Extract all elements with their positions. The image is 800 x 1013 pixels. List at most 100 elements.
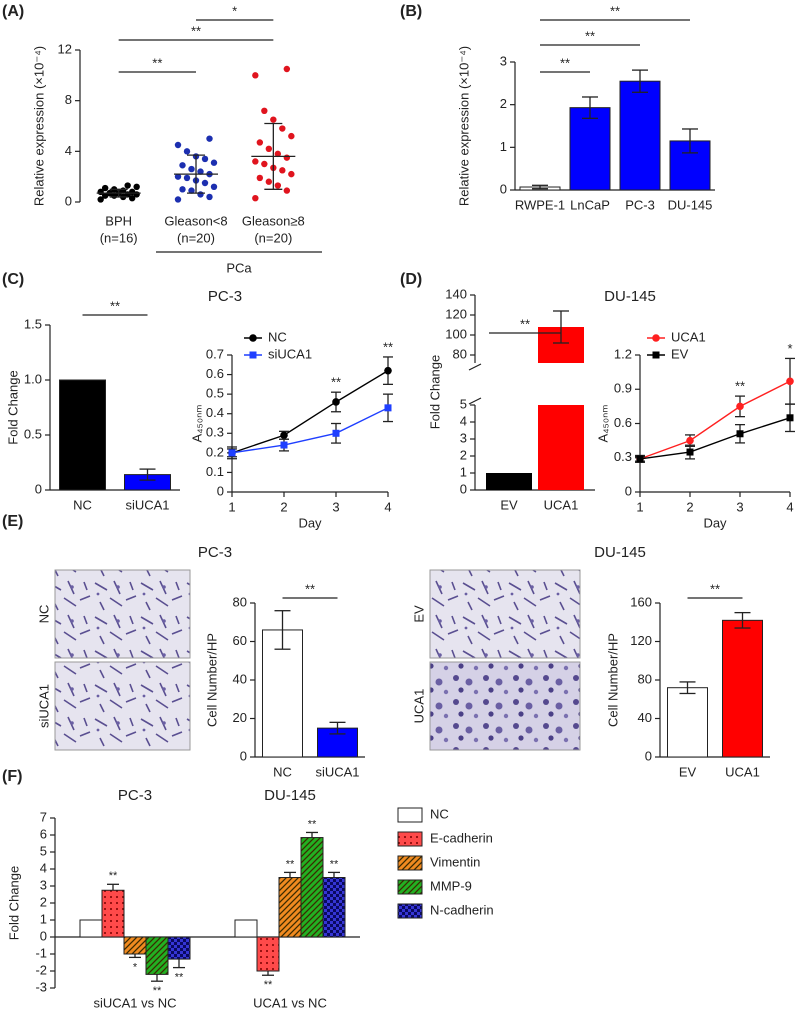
marker xyxy=(736,430,744,438)
point xyxy=(197,191,204,198)
legend-label: siUCA1 xyxy=(268,346,312,361)
y-tick-label: 2 xyxy=(500,96,507,111)
y-tick-label: 0.1 xyxy=(206,464,224,479)
x-tick-label: 4 xyxy=(384,499,391,514)
marker xyxy=(228,449,236,457)
y-tick-label: 1.2 xyxy=(614,346,632,361)
significance-label: ** xyxy=(191,23,201,38)
y-tick-label: 0.9 xyxy=(614,381,632,396)
micrograph xyxy=(429,569,581,659)
legend-swatch xyxy=(397,879,423,895)
point xyxy=(256,139,264,146)
y-axis-label: Cell Number/HP xyxy=(605,633,620,727)
significance-label: ** xyxy=(308,818,317,830)
marker xyxy=(280,441,288,449)
bar xyxy=(569,107,611,191)
point xyxy=(124,182,131,189)
y-tick-label: 60 xyxy=(233,633,247,648)
x-axis-label: Day xyxy=(703,515,727,530)
point xyxy=(265,145,273,152)
significance-label: ** xyxy=(585,28,595,43)
y-tick-label: 2 xyxy=(40,894,47,909)
marker xyxy=(736,402,744,411)
y-tick-label: 0.3 xyxy=(614,449,632,464)
point xyxy=(174,173,182,180)
y-tick-label: 7 xyxy=(40,809,47,824)
x-tick-label: UCA1 xyxy=(725,764,760,779)
bar xyxy=(234,919,258,938)
micrograph xyxy=(54,661,191,751)
series-line xyxy=(639,417,791,460)
x-tick-label: UCA1 xyxy=(544,497,579,512)
y-tick-label: 80 xyxy=(453,346,467,361)
series-line xyxy=(639,380,791,460)
x-tick-label: siUCA1 xyxy=(315,764,359,779)
bar xyxy=(667,687,708,758)
y-tick-label: 1 xyxy=(460,464,467,479)
y-tick-label: 3 xyxy=(460,430,467,445)
point xyxy=(279,167,286,174)
x-tick-label: LnCaP xyxy=(570,197,610,212)
marker xyxy=(384,366,392,375)
marker xyxy=(280,431,288,440)
group-title: DU-145 xyxy=(264,787,316,804)
legend-label: EV xyxy=(671,346,689,361)
bar-lower-part xyxy=(538,405,584,490)
y-tick-label: 0 xyxy=(240,748,247,763)
x-tick-label: NC xyxy=(273,764,292,779)
y-axis-label: Fold Change xyxy=(427,355,442,429)
x-tick-label: EV xyxy=(500,497,518,512)
y-tick-label: 1.0 xyxy=(24,371,42,386)
point xyxy=(101,184,109,192)
y-tick-label: 6 xyxy=(40,826,47,841)
x-tick-label: 3 xyxy=(736,499,743,514)
y-axis-label: Fold Change xyxy=(6,866,21,940)
axis-break xyxy=(468,397,482,405)
bar xyxy=(101,889,125,938)
marker xyxy=(249,351,257,359)
significance-label: ** xyxy=(175,972,184,984)
y-tick-label: 20 xyxy=(233,710,247,725)
significance-label: ** xyxy=(109,870,118,882)
x-tick-note: (n=20) xyxy=(177,230,215,245)
y-tick-label: 0 xyxy=(500,181,507,196)
x-tick-label: DU-145 xyxy=(668,197,713,212)
point xyxy=(128,188,136,196)
y-tick-label: -3 xyxy=(35,979,47,994)
micrograph xyxy=(54,569,191,659)
y-tick-label: 8 xyxy=(65,92,72,107)
y-tick-label: 0.6 xyxy=(614,415,632,430)
point xyxy=(201,155,209,163)
significance-label: ** xyxy=(305,581,315,596)
marker xyxy=(332,429,340,437)
point xyxy=(197,168,204,175)
y-tick-label: 0 xyxy=(217,483,224,498)
point xyxy=(252,158,259,165)
x-tick-label: PC-3 xyxy=(625,197,655,212)
y-tick-label: 40 xyxy=(233,671,247,686)
y-tick-label: 3 xyxy=(40,877,47,892)
significance-label: ** xyxy=(331,375,341,390)
micrograph xyxy=(429,661,581,751)
significance-label: * xyxy=(232,3,237,18)
y-tick-label: 12 xyxy=(58,41,72,56)
point xyxy=(261,160,268,168)
point xyxy=(274,182,282,189)
point xyxy=(133,183,140,190)
panel-title: PC-3 xyxy=(208,288,242,305)
x-tick-label: BPH xyxy=(105,213,132,228)
micrograph-label: EV xyxy=(411,605,426,623)
point xyxy=(179,162,186,169)
point xyxy=(270,116,277,123)
x-tick-label: RWPE-1 xyxy=(515,197,565,212)
legend-label: E-cadherin xyxy=(430,830,493,845)
significance-label: ** xyxy=(286,858,295,870)
point xyxy=(274,150,282,158)
x-tick-label: 3 xyxy=(332,499,339,514)
y-tick-label: 0.5 xyxy=(206,386,224,401)
significance-label: ** xyxy=(153,985,162,997)
y-tick-label: 0.2 xyxy=(206,444,224,459)
point xyxy=(179,186,186,193)
x-tick-label: Gleason≥8 xyxy=(242,213,305,228)
bar xyxy=(322,877,346,938)
